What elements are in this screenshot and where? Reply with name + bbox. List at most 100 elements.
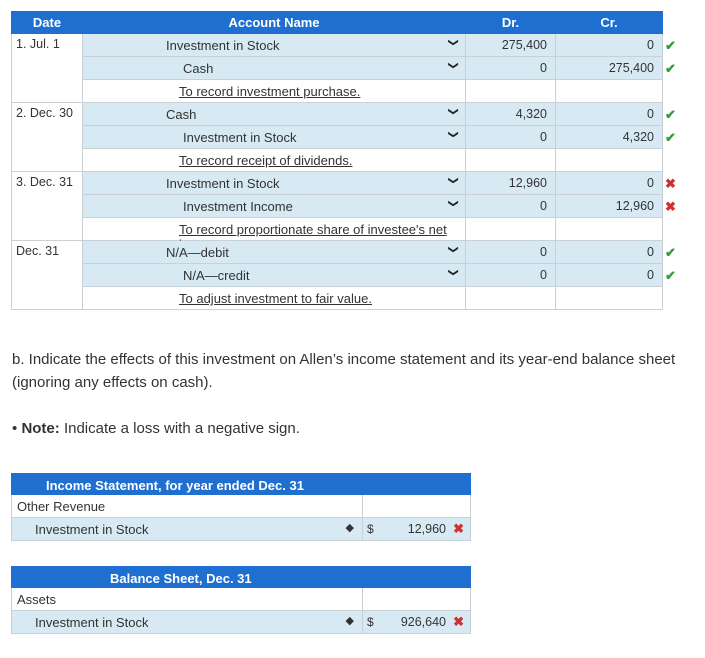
header-date: Date <box>11 11 83 34</box>
account-name: Investment Income <box>183 199 293 214</box>
chevron-down-icon: ❯ <box>447 107 459 116</box>
income-statement-value: 12,960 <box>407 522 446 536</box>
entry-date: Dec. 31 <box>11 240 83 310</box>
journal-line-row: Dec. 31 N/A—debit ❯ 0 0 <box>11 240 663 310</box>
note-bullet: • <box>12 420 18 437</box>
entry-date: 1. Jul. 1 <box>11 33 83 103</box>
note: • Note: Indicate a loss with a negative … <box>12 420 300 437</box>
income-statement-title: Income Statement, for year ended Dec. 31 <box>11 473 471 495</box>
debit-input[interactable]: 12,960 <box>465 171 556 195</box>
check-icon: ✔ <box>665 129 676 145</box>
journal-memo-row: To record investment purchase. <box>12 79 663 103</box>
chevron-down-icon: ❯ <box>447 176 459 185</box>
account-name: N/A—debit <box>166 245 229 260</box>
cross-icon: ✖ <box>665 198 676 214</box>
debit-input[interactable]: 0 <box>465 240 556 264</box>
check-icon: ✔ <box>665 244 676 260</box>
cross-icon: ✖ <box>453 614 464 629</box>
credit-value: 0 <box>647 38 654 52</box>
account-name: Cash <box>166 107 197 122</box>
chevron-down-icon: ❯ <box>447 130 459 139</box>
credit-input[interactable]: 0 <box>555 102 663 126</box>
credit-input[interactable]: 0 <box>555 240 663 264</box>
account-name: N/A—credit <box>183 268 250 283</box>
account-select[interactable]: Cash ❯ <box>82 102 466 126</box>
currency-symbol: $ <box>367 615 374 629</box>
account-select[interactable]: Investment Income ❯ <box>82 194 466 218</box>
account-select[interactable]: Investment in Stock ❯ <box>82 33 466 57</box>
income-statement-section: Other Revenue <box>11 494 363 518</box>
credit-value: 12,960 <box>615 199 654 213</box>
credit-value: 275,400 <box>608 61 654 75</box>
income-statement-account-select[interactable]: Investment in Stock ◆ <box>11 517 363 541</box>
credit-value: 0 <box>647 107 654 121</box>
account-select[interactable]: N/A—debit ❯ <box>82 240 466 264</box>
cross-icon: ✖ <box>453 521 464 536</box>
journal-line-row: 2. Dec. 30 Cash ❯ 4,320 0 <box>11 102 663 172</box>
journal-header-row: Date Account Name Dr. Cr. <box>11 11 663 34</box>
balance-sheet-value-input[interactable]: $ 926,640 ✖ <box>362 610 471 634</box>
chevron-down-icon: ❯ <box>447 199 459 208</box>
entry-memo: To adjust investment to fair value. <box>179 291 372 306</box>
chevron-down-icon: ❯ <box>447 245 459 254</box>
balance-sheet-account-select[interactable]: Investment in Stock ◆ <box>11 610 363 634</box>
journal-memo-row: To record proportionate share of investe… <box>12 217 663 252</box>
header-debit: Dr. <box>465 11 556 34</box>
credit-input[interactable]: 275,400 <box>555 56 663 80</box>
debit-input[interactable]: 0 <box>465 125 556 149</box>
journal-line-row: 3. Dec. 31 Investment in Stock ❯ 12,960 0 <box>11 171 663 241</box>
account-select[interactable]: Investment in Stock ❯ <box>82 125 466 149</box>
cross-icon: ✖ <box>665 175 676 191</box>
account-select[interactable]: N/A—credit ❯ <box>82 263 466 287</box>
up-down-arrow-icon: ◆ <box>345 615 354 627</box>
debit-input[interactable]: 0 <box>465 263 556 287</box>
credit-input[interactable]: 4,320 <box>555 125 663 149</box>
balance-sheet-value: 926,640 <box>400 615 446 629</box>
journal-line-row: Investment Income ❯ 0 12,960 <box>12 194 663 218</box>
journal-line-row: 1. Jul. 1 Investment in Stock ❯ 275,400 0 <box>11 33 663 103</box>
account-select[interactable]: Cash ❯ <box>82 56 466 80</box>
credit-input[interactable]: 0 <box>555 33 663 57</box>
up-down-arrow-icon: ◆ <box>345 522 354 534</box>
account-name: Investment in Stock <box>166 38 280 53</box>
account-select[interactable]: Investment in Stock ❯ <box>82 171 466 195</box>
chevron-down-icon: ❯ <box>447 268 459 277</box>
entry-memo: To record investment purchase. <box>179 84 361 99</box>
credit-input[interactable]: 0 <box>555 263 663 287</box>
credit-input[interactable]: 12,960 <box>555 194 663 218</box>
income-statement-line-label: Investment in Stock <box>35 522 149 537</box>
balance-sheet-line-label: Investment in Stock <box>35 615 149 630</box>
balance-sheet-title: Balance Sheet, Dec. 31 <box>11 566 471 588</box>
journal-line-row: Cash ❯ 0 275,400 <box>12 56 663 80</box>
credit-input[interactable]: 0 <box>555 171 663 195</box>
note-label: Note: <box>21 420 60 437</box>
debit-input[interactable]: 0 <box>465 194 556 218</box>
entry-date: 3. Dec. 31 <box>11 171 83 241</box>
check-icon: ✔ <box>665 106 676 122</box>
chevron-down-icon: ❯ <box>447 38 459 47</box>
question-text: b. Indicate the effects of this investme… <box>12 351 676 391</box>
entry-date: 2. Dec. 30 <box>11 102 83 172</box>
debit-input[interactable]: 4,320 <box>465 102 556 126</box>
credit-value: 0 <box>647 176 654 190</box>
check-icon: ✔ <box>665 37 676 53</box>
income-statement-table: Income Statement, for year ended Dec. 31… <box>11 473 471 541</box>
note-text: Indicate a loss with a negative sign. <box>63 420 300 437</box>
debit-input[interactable]: 0 <box>465 56 556 80</box>
journal-memo-row: To record receipt of dividends. <box>12 148 663 172</box>
balance-sheet-table: Balance Sheet, Dec. 31 Assets Investment… <box>11 566 471 634</box>
income-statement-value-input[interactable]: $ 12,960 ✖ <box>362 517 471 541</box>
account-name: Investment in Stock <box>183 130 297 145</box>
header-credit: Cr. <box>555 11 663 34</box>
journal-memo-row: To adjust investment to fair value. <box>12 286 663 310</box>
journal-entry-table: Date Account Name Dr. Cr. 1. Jul. 1 Inves… <box>11 11 663 310</box>
credit-value: 4,320 <box>622 130 654 144</box>
journal-line-row: Investment in Stock ❯ 0 4,320 <box>12 125 663 149</box>
credit-value: 0 <box>647 268 654 282</box>
journal-body: 1. Jul. 1 Investment in Stock ❯ 275,400 0 Cas… <box>11 33 663 310</box>
debit-input[interactable]: 275,400 <box>465 33 556 57</box>
balance-sheet-section: Assets <box>11 587 363 611</box>
account-name: Cash <box>183 61 214 76</box>
entry-memo: To record receipt of dividends. <box>179 153 353 168</box>
journal-line-row: N/A—credit ❯ 0 0 <box>12 263 663 287</box>
